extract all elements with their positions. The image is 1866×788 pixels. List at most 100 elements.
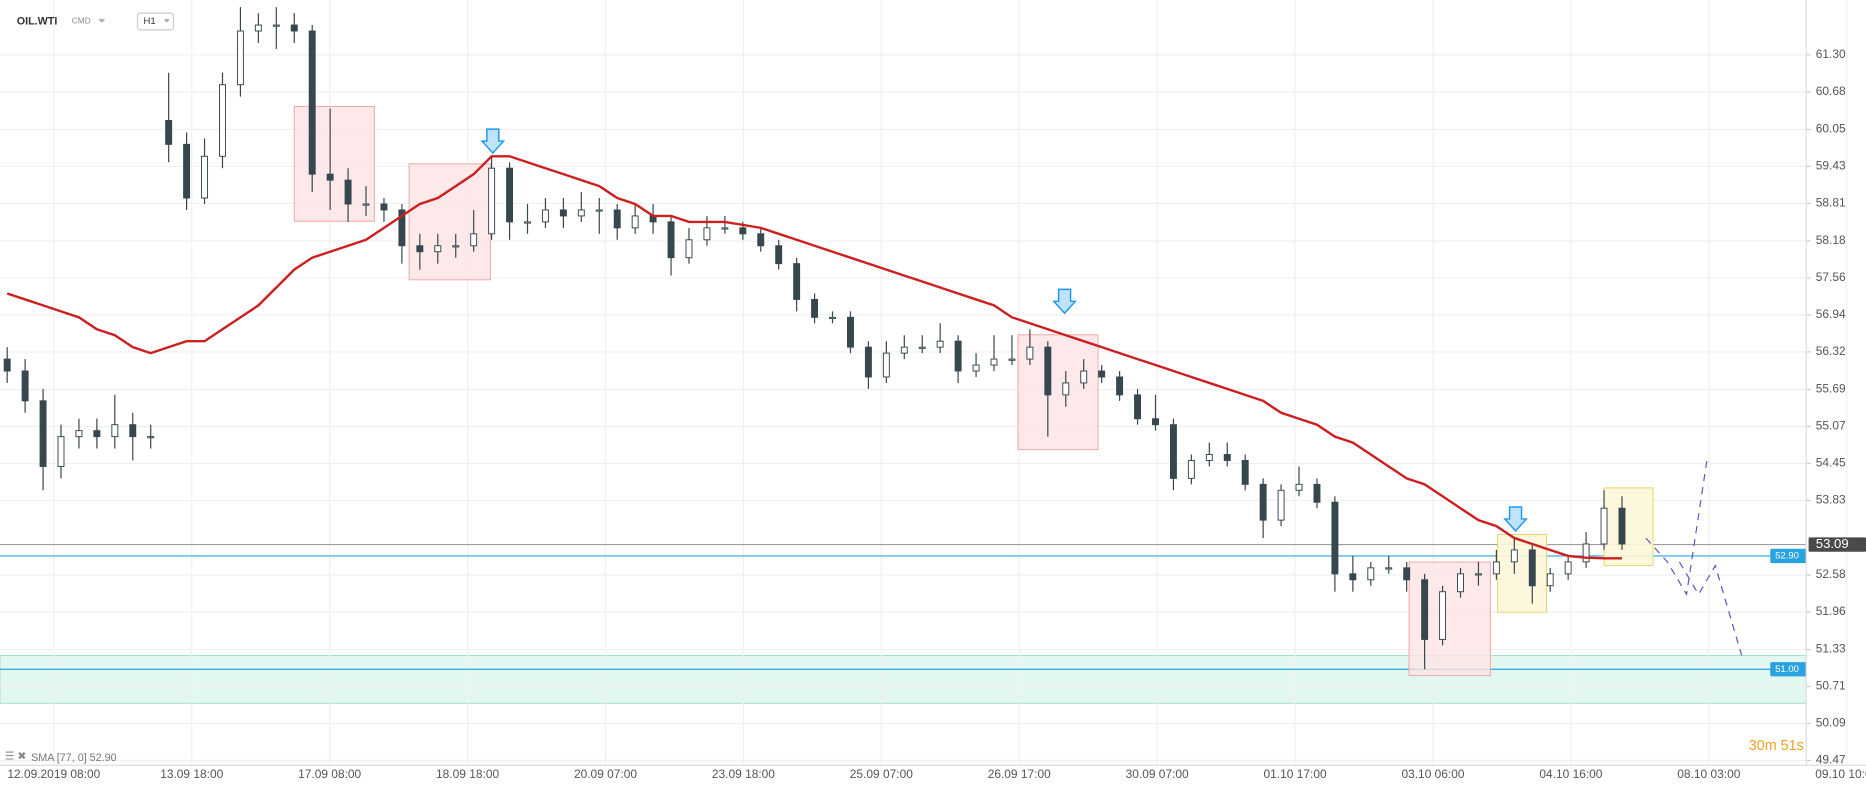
candle-body [165,120,173,145]
candle-body [1134,394,1142,420]
candle-body [577,209,585,217]
candle-body [811,298,819,318]
candle-body [1259,483,1267,521]
price-level-tag [1770,662,1807,677]
candle-body [201,155,209,199]
candle-body [1492,561,1500,575]
candle-body [111,424,119,438]
candle-body [1152,418,1159,426]
y-tick-label: 49.47 [1816,753,1846,767]
candle-body [1080,370,1088,384]
interval-button[interactable] [136,12,175,31]
candle-body [1439,591,1447,640]
y-tick-label: 55.07 [1816,419,1846,433]
indicator-label: SMA [77, 0] 52.90 [31,752,116,764]
candle-body [57,436,65,467]
interval[interactable]: H1 [144,16,156,27]
candle-body [1008,358,1016,361]
candle-body [1510,549,1518,563]
candle-body [846,316,854,348]
symbol: OIL.WTI [17,15,58,27]
indicator-icons[interactable]: ☰ ✖ [5,751,27,763]
candle-body [129,424,137,438]
candle-body [1403,567,1411,581]
highlight-box [293,105,375,222]
candle-body [1044,346,1052,396]
highlight-box [1497,534,1548,613]
x-tick-label: 17.09 08:00 [298,767,361,781]
x-tick-label: 30.09 07:00 [1126,767,1189,781]
price-level-label: 52.90 [1775,550,1799,561]
candle-body [1205,454,1213,461]
candle-body [1331,501,1339,575]
candle-body [685,239,693,259]
candle-body [1618,507,1626,545]
market: CMD [72,16,91,26]
candle-body [470,233,478,247]
y-tick-label: 52.58 [1816,567,1846,581]
y-tick-label: 50.71 [1816,679,1846,693]
candle-body [1474,573,1482,576]
candle-body [1367,567,1375,581]
candle-body [452,245,460,248]
price-level-tag [1770,548,1807,564]
candle-body [775,245,783,265]
candle-body [272,24,280,27]
candle-body [1457,573,1464,593]
candle-body [488,167,496,235]
candle-body [954,340,962,372]
projection-path [1645,460,1708,597]
candle-body [559,209,567,217]
y-tick-label: 61.30 [1816,47,1846,61]
arrow-marker [480,128,506,155]
dropdown-icon[interactable] [98,19,106,23]
x-tick-label: 20.09 07:00 [574,767,637,781]
y-tick-label: 58.18 [1816,233,1846,247]
candle-body [972,364,980,372]
arrow-marker [1052,288,1077,315]
x-tick-label: 18.09 18:00 [436,767,499,781]
candle-body [236,30,244,86]
highlight-box [1603,487,1654,567]
price-level-tag [1808,537,1866,552]
candle-body [1169,424,1177,479]
candle-body [703,227,711,241]
markers [480,128,1743,656]
candle-body [882,352,890,378]
y-tick-label: 55.69 [1816,382,1846,396]
candle-body [183,143,191,199]
candle-body [1564,561,1572,575]
candle-body [1582,543,1590,563]
candle-body [1187,460,1195,479]
candle-body [506,167,514,223]
candle-body [1600,507,1608,545]
candle-body [1349,573,1357,581]
y-tick-label: 60.68 [1816,84,1846,98]
candle-timer: 30m 51s [1749,738,1804,754]
candle-body [631,215,639,229]
candle-body [21,370,29,402]
candle-body [1062,382,1070,396]
candle-body [326,173,334,181]
x-tick-label: 25.09 07:00 [850,767,913,781]
y-tick-label: 56.94 [1816,307,1846,321]
price-level-label: 53.09 [1816,536,1849,551]
candle-body [936,340,944,348]
candle-body [75,430,83,438]
candle-body [147,436,155,439]
candle-body [721,227,729,230]
candle-body [793,263,801,300]
x-tick-label: 03.10 06:00 [1401,767,1464,781]
highlight-box [408,163,491,281]
candle-body [1277,489,1285,521]
candle-body [344,179,352,205]
candle-body [739,227,747,235]
candle-body [864,346,872,378]
y-tick-label: 51.33 [1816,642,1846,656]
dropdown-icon[interactable] [163,19,170,23]
x-tick-label: 08.10 03:00 [1677,767,1740,781]
projection-path [1678,561,1743,656]
y-tick-label: 51.96 [1816,604,1846,618]
candle-body [524,221,531,224]
